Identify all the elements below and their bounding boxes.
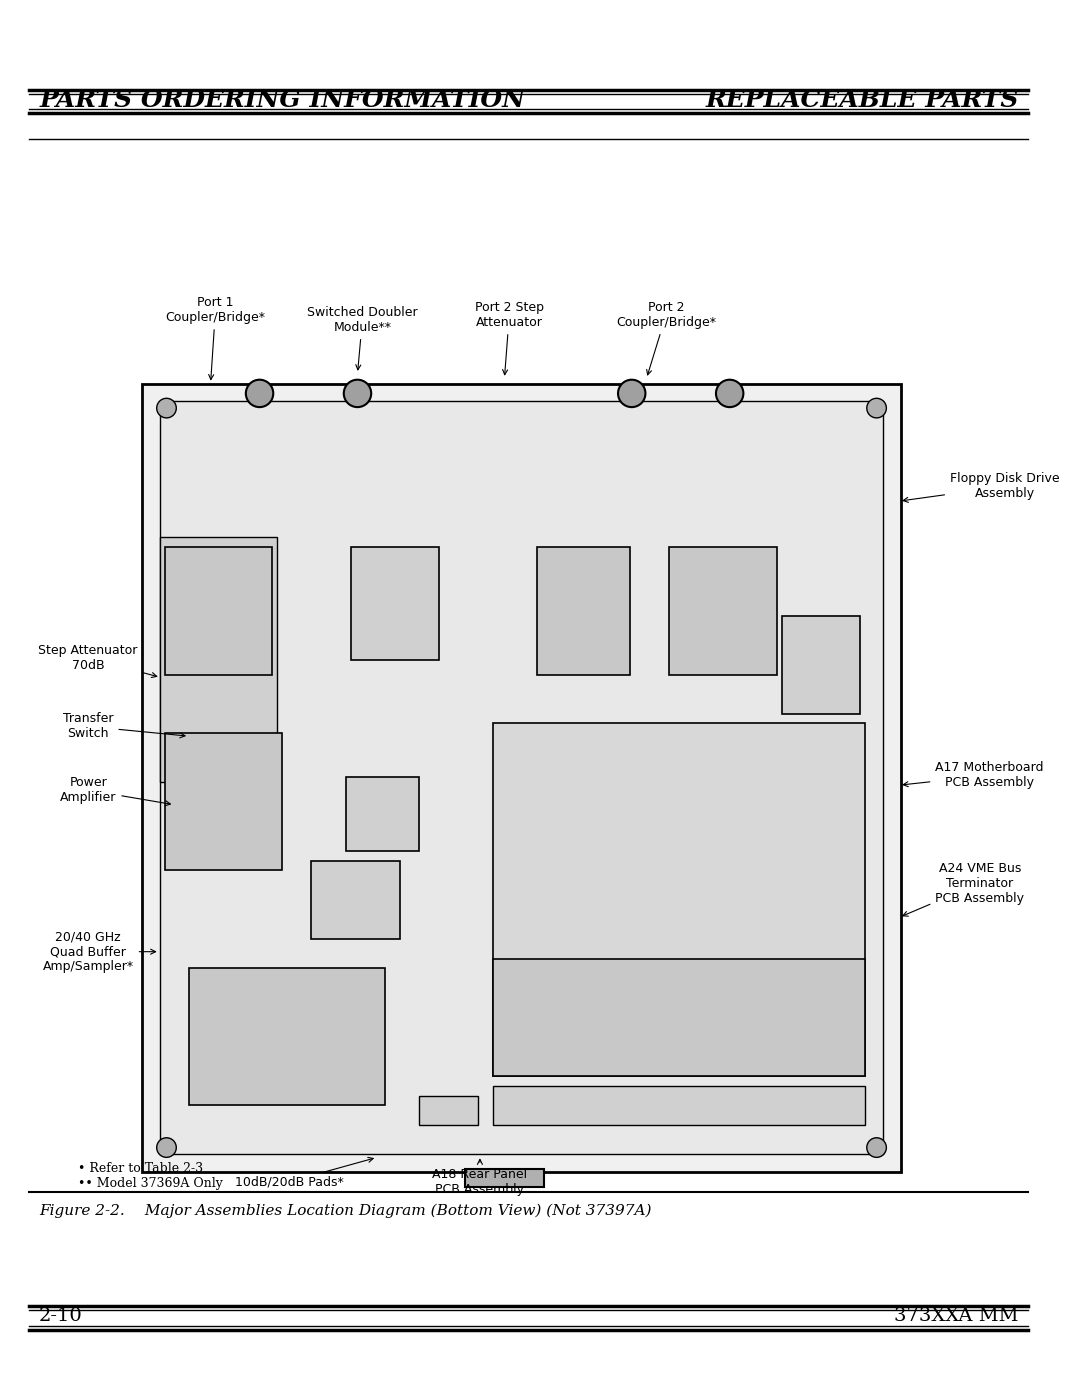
Text: Figure 2-2.  Major Assemblies Location Diagram (Bottom View) (Not 37397A): Figure 2-2. Major Assemblies Location Di… [39, 1204, 651, 1218]
Circle shape [157, 398, 176, 418]
Circle shape [867, 398, 887, 418]
Bar [419, 1095, 478, 1125]
Text: 2-10: 2-10 [39, 1308, 83, 1324]
Circle shape [867, 1137, 887, 1157]
Circle shape [157, 1137, 176, 1157]
Bar [492, 724, 865, 1076]
Text: Port 1
Coupler/Bridge*: Port 1 Coupler/Bridge* [165, 296, 266, 380]
Bar [492, 958, 865, 1076]
Text: Switched Doubler
Module**: Switched Doubler Module** [307, 306, 418, 370]
Bar [189, 968, 384, 1105]
Text: A24 VME Bus
Terminator
PCB Assembly: A24 VME Bus Terminator PCB Assembly [903, 862, 1024, 916]
Circle shape [246, 380, 273, 407]
Text: PARTS ORDERING INFORMATION: PARTS ORDERING INFORMATION [39, 88, 525, 112]
Bar [492, 1085, 865, 1125]
Text: Floppy Disk Drive
Assembly: Floppy Disk Drive Assembly [903, 472, 1059, 503]
Circle shape [618, 380, 646, 407]
Text: A18 Rear Panel
PCB Assembly: A18 Rear Panel PCB Assembly [432, 1160, 527, 1196]
Circle shape [716, 380, 743, 407]
Text: A17 Motherboard
PCB Assembly: A17 Motherboard PCB Assembly [903, 761, 1044, 789]
Bar [346, 777, 419, 851]
Text: 10dB/20dB Pads*: 10dB/20dB Pads* [234, 1157, 374, 1189]
Text: Transfer
Switch: Transfer Switch [63, 712, 185, 740]
Text: • Refer to Table 2-3: • Refer to Table 2-3 [79, 1162, 203, 1175]
Bar [669, 548, 777, 675]
Text: Port 2 Step
Attenuator: Port 2 Step Attenuator [475, 302, 544, 374]
Bar [160, 401, 883, 1154]
Bar [782, 616, 860, 714]
Text: •• Model 37369A Only: •• Model 37369A Only [79, 1176, 224, 1190]
Bar [351, 548, 438, 659]
Text: 20/40 GHz
Quad Buffer
Amp/Sampler*: 20/40 GHz Quad Buffer Amp/Sampler* [42, 930, 156, 974]
Text: 373XXA MM: 373XXA MM [894, 1308, 1018, 1324]
Bar [465, 1169, 543, 1186]
Text: REPLACEABLE PARTS: REPLACEABLE PARTS [705, 88, 1018, 112]
Bar [160, 538, 278, 782]
Bar [537, 548, 630, 675]
Bar [164, 548, 272, 675]
Text: Step Attenuator
70dB: Step Attenuator 70dB [39, 644, 157, 678]
Text: Port 2
Coupler/Bridge*: Port 2 Coupler/Bridge* [616, 302, 716, 374]
Text: Power
Amplifier: Power Amplifier [60, 777, 171, 806]
Bar [311, 861, 400, 939]
Bar [164, 733, 282, 870]
Bar [141, 384, 901, 1172]
Circle shape [343, 380, 372, 407]
